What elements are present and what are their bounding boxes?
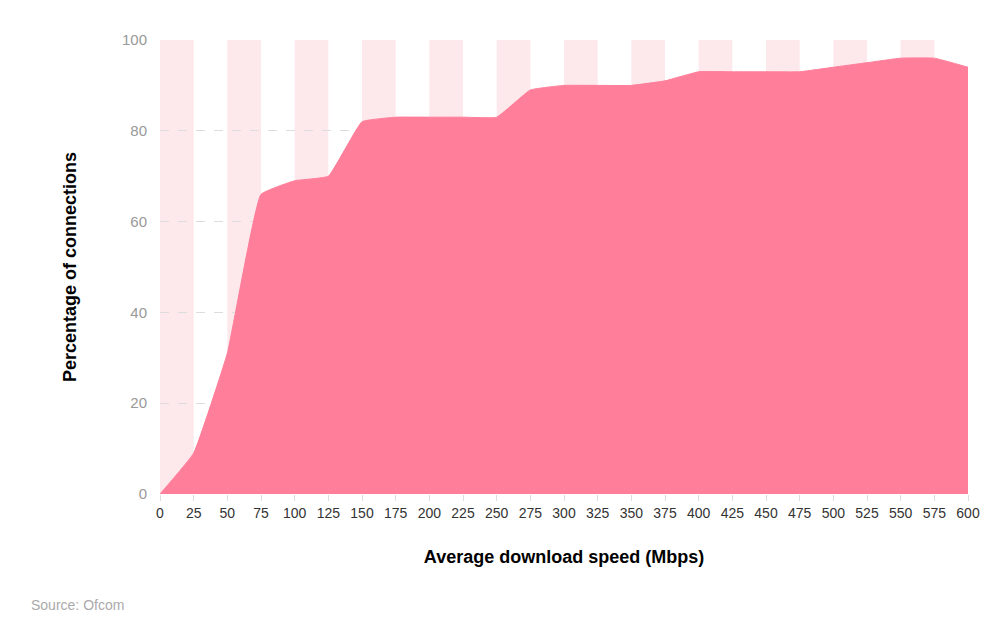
svg-text:200: 200 [418,505,442,521]
svg-text:400: 400 [687,505,711,521]
svg-text:100: 100 [122,31,147,48]
svg-text:250: 250 [485,505,509,521]
svg-text:20: 20 [130,394,147,411]
svg-text:75: 75 [253,505,269,521]
svg-text:0: 0 [156,505,164,521]
svg-text:575: 575 [923,505,947,521]
svg-text:Source: Ofcom: Source: Ofcom [31,597,124,613]
svg-text:40: 40 [130,304,147,321]
svg-text:325: 325 [586,505,610,521]
svg-text:300: 300 [552,505,576,521]
svg-text:375: 375 [653,505,677,521]
svg-text:60: 60 [130,213,147,230]
svg-text:100: 100 [283,505,307,521]
svg-text:600: 600 [956,505,980,521]
svg-text:80: 80 [130,122,147,139]
svg-text:550: 550 [889,505,913,521]
svg-text:475: 475 [788,505,812,521]
svg-text:425: 425 [721,505,745,521]
svg-text:125: 125 [317,505,341,521]
svg-text:0: 0 [139,485,147,502]
svg-text:500: 500 [822,505,846,521]
svg-text:275: 275 [519,505,543,521]
svg-text:25: 25 [186,505,202,521]
svg-text:50: 50 [220,505,236,521]
svg-text:Average download speed (Mbps): Average download speed (Mbps) [424,547,704,567]
svg-text:350: 350 [620,505,644,521]
svg-text:525: 525 [855,505,879,521]
svg-text:150: 150 [350,505,374,521]
svg-text:450: 450 [754,505,778,521]
svg-text:175: 175 [384,505,408,521]
svg-text:Percentage of connections: Percentage of connections [60,152,80,382]
svg-text:225: 225 [451,505,475,521]
